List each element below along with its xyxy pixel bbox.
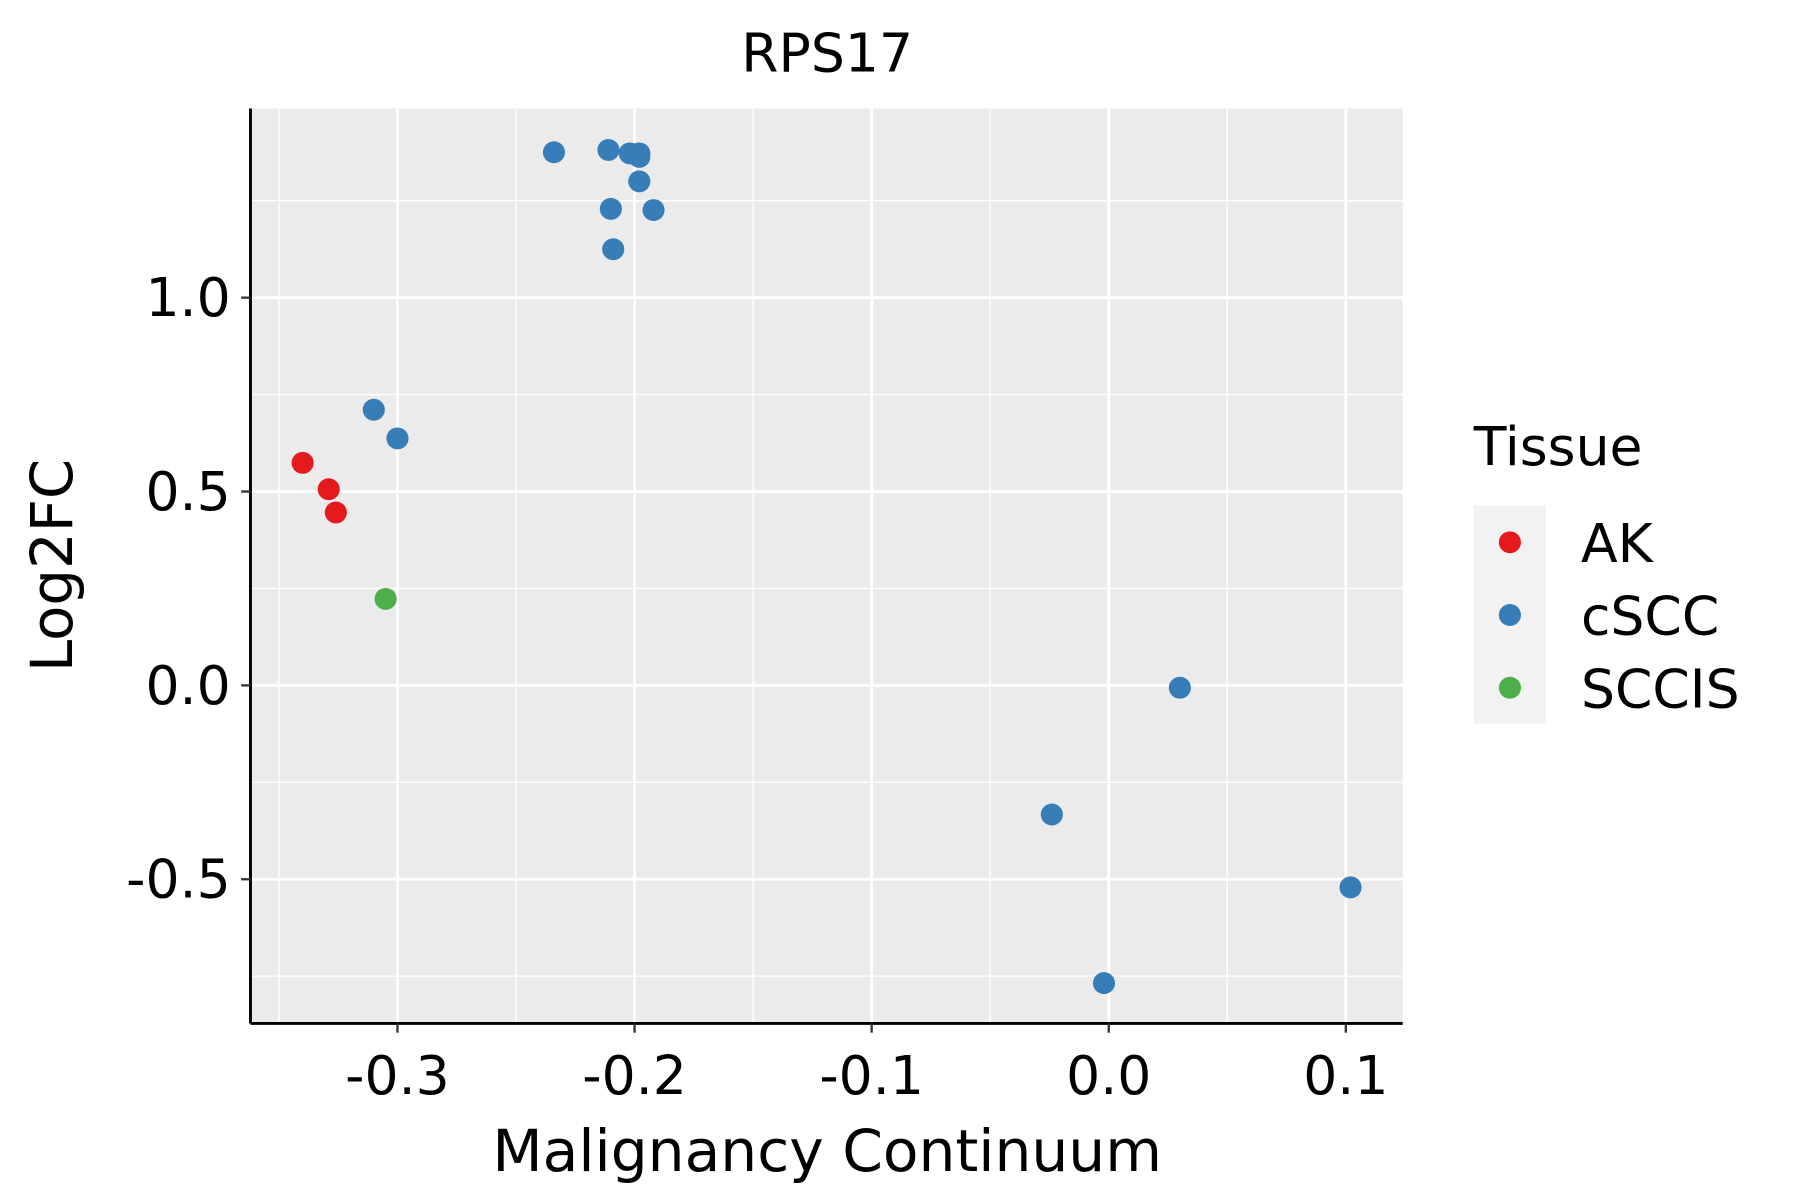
legend-label-ak: AK [1581,512,1655,575]
x-tick-label: -0.1 [819,1044,924,1107]
data-point-cscc [597,138,620,161]
y-tick-label: 0.5 [145,460,230,523]
x-axis-label: Malignancy Continuum [492,1117,1162,1185]
data-point-cscc [602,238,625,261]
x-tick-label: -0.2 [582,1044,687,1107]
legend-label-cscc: cSCC [1581,585,1719,648]
legend-key-ak [1498,531,1521,554]
data-point-ak [291,451,314,474]
legend: Tissue AK cSCC SCCIS [1473,415,1740,724]
data-point-cscc [1168,676,1191,699]
x-tick-label: -0.3 [345,1044,450,1107]
y-tick-label: 1.0 [145,266,230,329]
data-point-sccis [374,587,397,610]
y-axis-label: Log2FC [18,459,86,672]
y-tick-label: -0.5 [126,848,231,911]
y-tick-label: 0.0 [145,654,230,717]
plot-panel [250,108,1403,1024]
data-point-ak [324,501,347,524]
data-point-cscc [542,141,566,164]
data-point-cscc [628,145,651,168]
x-tick-label: 0.0 [1066,1044,1151,1107]
chart-title: RPS17 [741,22,913,85]
data-point-cscc [642,199,665,222]
data-point-cscc [386,427,409,450]
x-tick-label: 0.1 [1303,1044,1388,1107]
data-points [291,138,1362,995]
data-point-cscc [362,398,385,421]
axis-ticks: -0.3 -0.2 -0.1 0.0 0.1 -0.5 0.0 0.5 1.0 [126,266,1388,1106]
data-point-cscc [599,197,622,220]
data-point-ak [317,478,340,501]
legend-key-cscc [1498,604,1521,626]
gridlines [250,108,1403,1024]
legend-title: Tissue [1473,415,1643,478]
data-point-cscc [1092,972,1116,995]
legend-key-sccis [1498,676,1521,699]
legend-label-sccis: SCCIS [1581,658,1740,721]
data-point-cscc [1339,876,1362,899]
data-point-cscc [628,170,651,193]
data-point-cscc [1040,803,1063,826]
